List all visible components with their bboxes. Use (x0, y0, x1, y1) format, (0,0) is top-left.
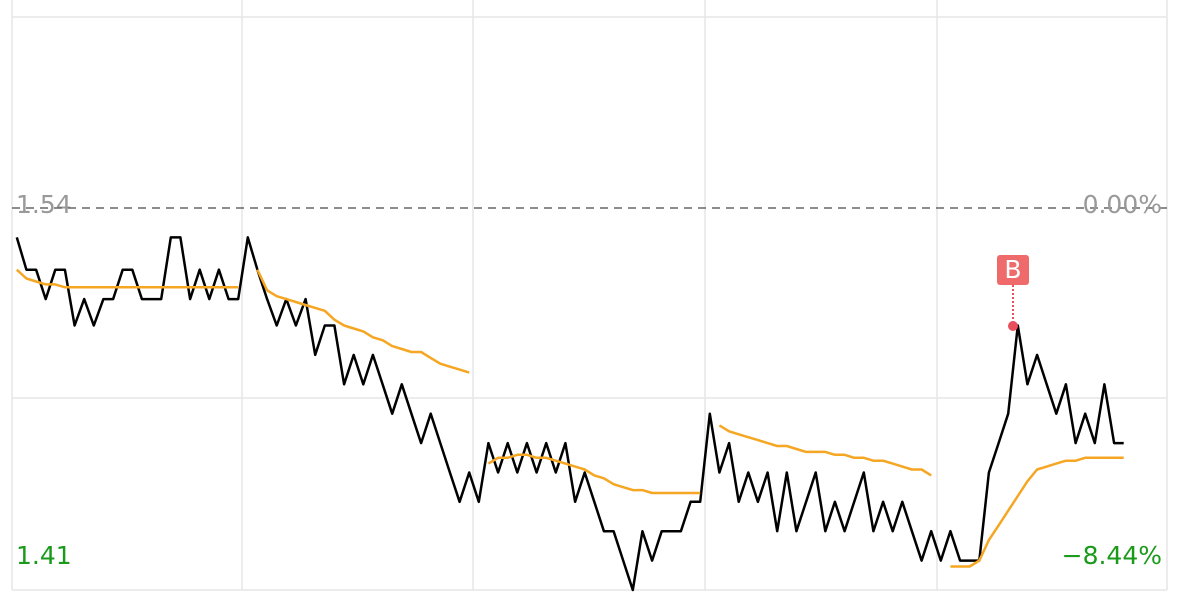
marker-dot (1008, 321, 1018, 331)
y-tick-label: 1.54 (16, 190, 72, 219)
y2-tick-label: −8.44% (1062, 541, 1162, 570)
marker-label: B (1004, 255, 1021, 284)
price-line (15, 268, 1124, 568)
y-tick-label: 1.41 (16, 541, 72, 570)
marker-badge (997, 255, 1029, 285)
y2-tick-label: 0.00% (1083, 190, 1162, 219)
frame (11, 0, 1168, 591)
price-line (15, 236, 1124, 592)
